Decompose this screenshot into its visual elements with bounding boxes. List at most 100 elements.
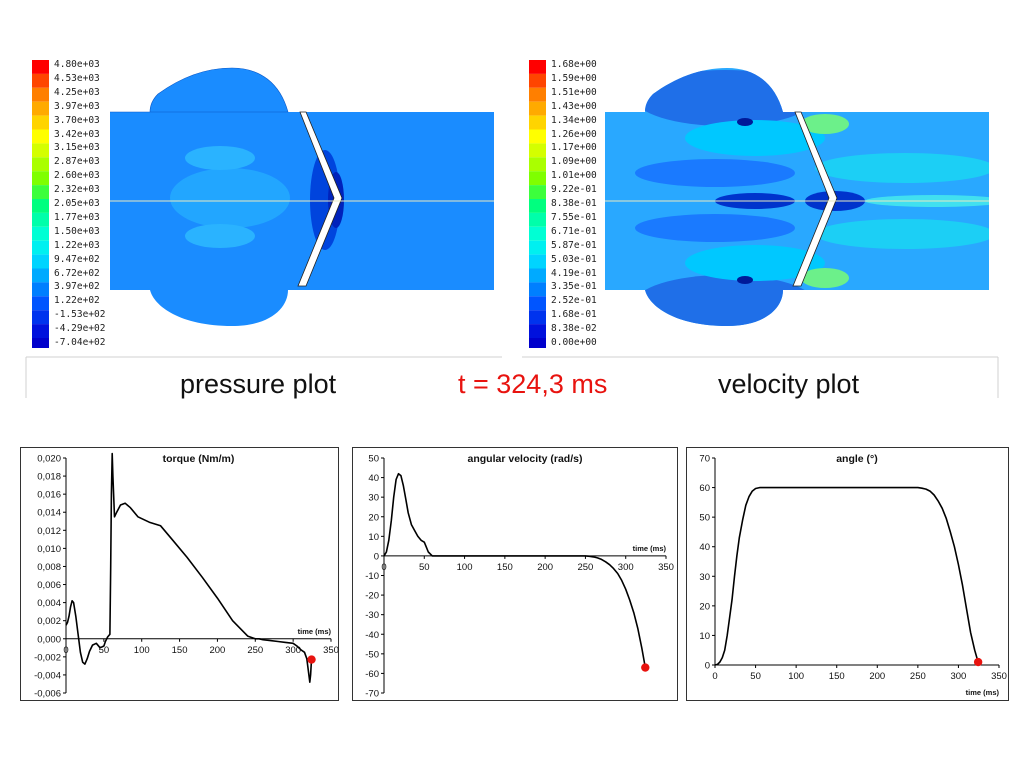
y-tick-label: 0,002 (37, 616, 61, 627)
legend-label: 7.55e-01 (551, 211, 597, 223)
velocity-panel: 1.68e+00 1.59e+00 1.51e+00 1.43e+00 1.34e+00… (527, 58, 997, 348)
legend-swatch (529, 171, 546, 186)
pressure-contour-plot (110, 67, 494, 326)
legend-swatch (32, 226, 49, 241)
x-tick-label: 350 (658, 562, 674, 573)
legend-label: 9.47e+02 (54, 253, 100, 265)
legend-swatch (529, 226, 546, 241)
angular-velocity-chart: angular velocity (rad/s) -70 -60 -50 -40 -30 -… (352, 447, 678, 701)
y-tick-label: 50 (699, 513, 710, 524)
chart-title: torque (Nm/m) (163, 453, 235, 465)
y-tick-label: -0,006 (34, 689, 61, 700)
legend-label: 3.97e+03 (54, 100, 100, 112)
y-tick-label: 0,006 (37, 580, 61, 591)
pressure-legend-bar (32, 60, 49, 348)
x-tick-label: 50 (750, 671, 761, 682)
chart-title: angle (°) (836, 453, 878, 465)
y-tick-label: -0,004 (34, 670, 61, 681)
legend-label: 1.22e+03 (54, 239, 100, 251)
legend-swatch (529, 268, 546, 283)
legend-swatch (32, 338, 49, 348)
legend-swatch (32, 254, 49, 269)
velocity-caption: velocity plot (718, 369, 860, 399)
legend-label: 3.35e-01 (551, 281, 597, 293)
y-tick-label: 0,020 (37, 454, 61, 465)
legend-swatch (529, 199, 546, 213)
legend-label: 6.71e-01 (551, 225, 597, 237)
legend-label: -1.53e+02 (54, 309, 106, 321)
y-tick-label: 20 (699, 601, 710, 612)
y-tick-label: 0 (374, 551, 379, 562)
legend-label: 6.72e+02 (54, 267, 100, 279)
legend-label: -4.29e+02 (54, 323, 106, 335)
legend-label: 1.01e+00 (551, 170, 597, 182)
current-time-marker (307, 655, 316, 664)
y-tick-label: 0,016 (37, 490, 61, 501)
x-tick-label: 300 (618, 562, 634, 573)
pressure-caption: pressure plot (180, 369, 337, 399)
chart-title: angular velocity (rad/s) (468, 453, 583, 465)
legend-label: 1.17e+00 (551, 142, 597, 154)
legend-label: 9.22e-01 (551, 184, 597, 196)
legend-label: 1.68e+00 (551, 59, 597, 70)
x-tick-label: 350 (991, 671, 1007, 682)
y-tick-label: 0,018 (37, 472, 61, 483)
legend-swatch (32, 101, 49, 116)
y-tick-label: 60 (699, 483, 710, 494)
x-tick-label: 200 (537, 562, 553, 573)
legend-swatch (529, 115, 546, 130)
time-caption: t = 324,3 ms (458, 369, 608, 399)
series-line (714, 486, 979, 666)
legend-label: 4.19e-01 (551, 267, 597, 279)
legend-label: 1.77e+03 (54, 211, 100, 223)
legend-swatch (32, 157, 49, 172)
legend-label: 2.87e+03 (54, 156, 100, 168)
x-tick-label: 150 (829, 671, 845, 682)
y-tick-label: 30 (699, 572, 710, 583)
y-tick-label: 0,000 (37, 634, 61, 645)
legend-swatch (529, 143, 546, 158)
y-tick-label: 70 (699, 454, 710, 465)
y-tick-label: -40 (365, 630, 379, 641)
legend-swatch (32, 171, 49, 186)
legend-swatch (529, 87, 546, 102)
x-tick-label: 300 (950, 671, 966, 682)
x-tick-label: 100 (134, 645, 150, 656)
x-tick-label: 200 (209, 645, 225, 656)
legend-swatch (529, 212, 546, 227)
legend-label: 1.22e+02 (54, 295, 100, 307)
y-tick-label: 0,014 (37, 508, 61, 519)
y-tick-label: -60 (365, 669, 379, 680)
y-tick-label: 40 (368, 473, 379, 484)
legend-label: 4.80e+03 (54, 59, 100, 70)
legend-label: 1.26e+00 (551, 128, 597, 140)
legend-label: 1.43e+00 (551, 100, 597, 112)
legend-swatch (529, 324, 546, 338)
legend-label: 3.15e+03 (54, 142, 100, 154)
x-tick-label: 50 (99, 645, 110, 656)
caption-separator (25, 356, 999, 398)
legend-label: 2.05e+03 (54, 198, 100, 209)
x-axis-label: time (ms) (298, 627, 332, 636)
legend-label: 8.38e-02 (551, 323, 597, 335)
y-tick-label: 10 (699, 631, 710, 642)
y-tick-label: 50 (368, 454, 379, 465)
legend-swatch (529, 338, 546, 348)
legend-swatch (32, 185, 49, 199)
legend-label: 3.70e+03 (54, 114, 100, 126)
velocity-legend-bar (529, 60, 546, 348)
legend-swatch (529, 60, 546, 74)
x-tick-label: 200 (869, 671, 885, 682)
legend-swatch (32, 324, 49, 338)
legend-swatch (32, 60, 49, 74)
legend-label: 2.52e-01 (551, 295, 597, 307)
y-tick-label: -50 (365, 649, 379, 660)
legend-swatch (529, 240, 546, 255)
legend-label: 5.03e-01 (551, 253, 597, 265)
x-tick-label: 50 (419, 562, 430, 573)
x-tick-label: 250 (910, 671, 926, 682)
x-tick-label: 150 (497, 562, 513, 573)
legend-swatch (529, 73, 546, 88)
y-tick-label: 30 (368, 493, 379, 504)
legend-label: 1.50e+03 (54, 225, 100, 237)
